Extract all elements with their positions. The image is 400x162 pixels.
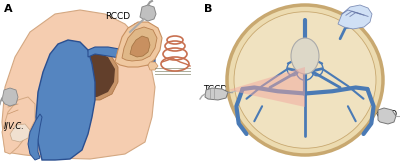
Polygon shape [228,67,305,107]
Polygon shape [88,47,155,66]
Polygon shape [10,124,30,142]
Ellipse shape [227,5,383,155]
Text: RCCD: RCCD [372,110,397,119]
Polygon shape [130,36,150,57]
Text: IJV.C.: IJV.C. [4,122,25,131]
Polygon shape [2,88,18,106]
Ellipse shape [291,38,319,74]
Polygon shape [28,114,42,160]
Polygon shape [122,27,157,61]
Polygon shape [2,10,155,159]
Polygon shape [65,50,118,100]
Polygon shape [205,88,228,100]
Polygon shape [2,97,35,154]
Polygon shape [36,40,95,160]
Text: TCCD: TCCD [203,85,227,94]
Text: RCCD: RCCD [105,12,130,21]
Text: A: A [4,4,13,14]
Polygon shape [338,5,372,29]
Polygon shape [148,62,158,70]
Polygon shape [72,52,115,97]
Ellipse shape [234,12,376,148]
Polygon shape [378,108,396,124]
Polygon shape [115,22,162,67]
Polygon shape [140,5,156,21]
Text: B: B [204,4,212,14]
